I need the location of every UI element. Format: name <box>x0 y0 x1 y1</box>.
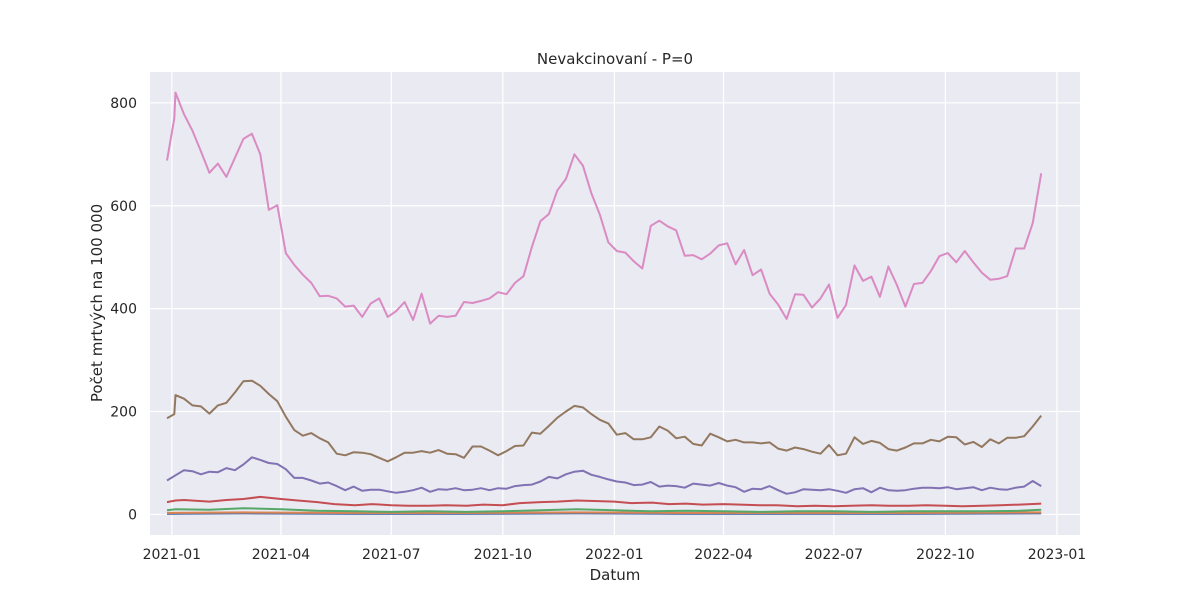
series-line <box>166 379 1042 463</box>
plot-background <box>150 72 1080 535</box>
x-tick-label: 2022-01 <box>585 547 644 563</box>
x-tick-label: 2022-07 <box>805 547 864 563</box>
y-tick-label: 200 <box>110 405 137 421</box>
y-tick-label: 0 <box>128 507 137 523</box>
y-tick-label: 600 <box>110 199 137 215</box>
chart-title: Nevakcinovaní - P=0 <box>537 50 693 68</box>
y-tick-label: 400 <box>110 302 137 318</box>
y-axis-label: Počet mrtvých na 100 000 <box>88 204 106 402</box>
y-tick-labels: 0 200 400 600 800 <box>110 96 137 524</box>
series-lines <box>166 91 1043 515</box>
x-tick-label: 2021-10 <box>474 547 533 563</box>
x-tick-label: 2021-01 <box>143 547 202 563</box>
x-tick-label: 2021-04 <box>252 547 311 563</box>
x-tick-label: 2021-07 <box>362 547 421 563</box>
x-tick-label: 2023-01 <box>1028 547 1087 563</box>
series-line <box>166 495 1042 508</box>
series-line <box>166 511 1042 514</box>
series-line <box>166 456 1042 495</box>
x-axis-label: Datum <box>590 566 641 584</box>
x-tick-labels: 2021-01 2021-04 2021-07 2021-10 2022-01 2022-… <box>143 547 1087 563</box>
x-tick-label: 2022-10 <box>916 547 975 563</box>
y-tick-label: 800 <box>110 96 137 112</box>
x-tick-label: 2022-04 <box>694 547 753 563</box>
series-line <box>166 91 1043 325</box>
series-line <box>166 507 1042 513</box>
